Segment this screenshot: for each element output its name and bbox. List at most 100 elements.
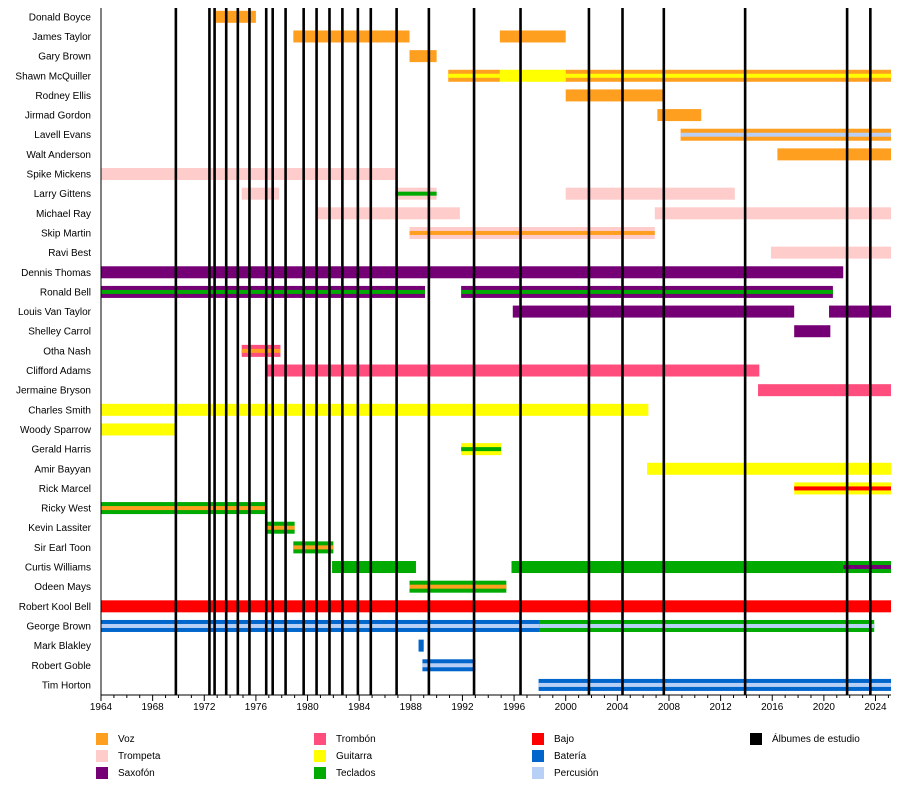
member-bar	[409, 50, 437, 63]
member-bar-inner	[461, 447, 502, 452]
legend-label: Trombón	[336, 733, 376, 745]
member-bar-inner	[422, 663, 476, 668]
member-bar	[101, 266, 844, 279]
member-bar-inner	[680, 132, 891, 137]
member-bar-inner	[101, 623, 540, 628]
x-tick-label: 1968	[142, 702, 165, 713]
member-bar	[657, 109, 702, 122]
member-label: Walt Anderson	[26, 150, 91, 161]
member-label: Jirmad Gordon	[25, 111, 91, 122]
member-bar	[511, 561, 844, 574]
member-bar-inner	[101, 506, 267, 511]
member-label: Rodney Ellis	[35, 91, 91, 102]
member-bar-inner	[461, 289, 833, 294]
legend-item: Batería	[532, 750, 586, 762]
member-label: James Taylor	[32, 32, 91, 43]
member-bar-inner	[794, 486, 891, 491]
member-bar	[794, 325, 831, 338]
member-label: Spike Mickens	[27, 170, 91, 181]
member-label: Clifford Adams	[26, 366, 91, 377]
member-label: Otha Nash	[43, 346, 91, 357]
member-bar	[770, 246, 891, 259]
member-label: Odeen Mays	[34, 582, 91, 593]
member-bar-inner	[409, 230, 655, 235]
x-tick-label: 2008	[658, 702, 681, 713]
member-label: Rick Marcel	[39, 484, 91, 495]
legend-swatch	[96, 767, 108, 779]
legend-swatch	[314, 767, 326, 779]
member-bar	[101, 403, 649, 416]
legend-item: Percusión	[532, 767, 598, 779]
legend-item: Saxofón	[96, 767, 155, 779]
member-label: Louis Van Taylor	[18, 307, 92, 318]
x-tick-label: 2016	[761, 702, 784, 713]
member-label: Gerald Harris	[32, 445, 91, 456]
member-label: Curtis Williams	[25, 563, 91, 574]
member-bar	[317, 207, 460, 220]
member-label: Mark Blakley	[34, 641, 91, 652]
member-bar-inner	[538, 682, 891, 687]
member-bar-inner	[843, 565, 891, 570]
member-bar-inner	[565, 73, 891, 78]
member-label: Gary Brown	[38, 52, 91, 63]
member-bar	[758, 384, 891, 397]
x-tick-label: 1996	[503, 702, 526, 713]
member-label: Sir Earl Toon	[34, 543, 91, 554]
member-bar	[647, 462, 891, 475]
member-label: Larry Gittens	[34, 189, 91, 200]
member-label: Tim Horton	[42, 680, 91, 691]
legend-swatch	[96, 750, 108, 762]
legend-swatch	[96, 733, 108, 745]
legend: Voz Trompeta Saxofón Trombón Guitarra Teclado…	[96, 733, 896, 783]
legend-label: Trompeta	[118, 750, 161, 762]
member-bar-inner	[293, 545, 334, 550]
legend-item: Álbumes de estudio	[750, 733, 860, 745]
legend-swatch	[314, 750, 326, 762]
member-bar-inner	[241, 348, 281, 353]
member-label: Shawn McQuiller	[15, 71, 91, 82]
member-label: Michael Ray	[36, 209, 91, 220]
x-axis: 1964 1968 1972 1976 1980 1984 1988 1992 1996 2000…	[90, 8, 891, 713]
member-bar	[654, 207, 891, 220]
legend-item: Voz	[96, 733, 135, 745]
member-label: Donald Boyce	[29, 12, 92, 23]
member-bar-inner	[101, 289, 426, 294]
member-bar	[418, 639, 424, 652]
member-label: Jermaine Bryson	[16, 386, 91, 397]
legend-item: Trombón	[314, 733, 376, 745]
legend-swatch	[532, 733, 544, 745]
legend-label: Teclados	[336, 767, 376, 779]
legend-swatch	[532, 767, 544, 779]
member-label: Robert Goble	[32, 661, 92, 672]
member-bar-inner	[539, 623, 875, 628]
x-tick-label: 1988	[400, 702, 423, 713]
album-lines	[174, 8, 872, 695]
member-labels: Donald Boyce James Taylor Gary Brown Shawn …	[15, 12, 91, 691]
member-label: Lavell Evans	[34, 130, 91, 141]
legend-label: Guitarra	[336, 750, 373, 762]
member-bar	[829, 305, 891, 318]
legend-item: Trompeta	[96, 750, 160, 762]
x-tick-label: 1984	[348, 702, 371, 713]
member-label: Robert Kool Bell	[19, 602, 91, 613]
member-bar	[267, 364, 760, 377]
legend-label: Álbumes de estudio	[772, 733, 860, 745]
member-label: Ricky West	[41, 504, 91, 515]
legend-swatch	[314, 733, 326, 745]
member-bar	[101, 423, 178, 436]
legend-swatch	[532, 750, 544, 762]
member-label: Charles Smith	[28, 405, 91, 416]
legend-label: Voz	[118, 733, 135, 745]
member-bar	[101, 600, 891, 613]
member-label: Kevin Lassiter	[28, 523, 91, 534]
x-tick-label: 1964	[90, 702, 113, 713]
legend-label: Bajo	[554, 733, 575, 745]
timeline-chart: Donald Boyce James Taylor Gary Brown Shawn …	[15, 8, 891, 713]
legend-item: Teclados	[314, 767, 375, 779]
legend-label: Percusión	[554, 767, 599, 779]
legend-item: Guitarra	[314, 750, 372, 762]
member-label: Ravi Best	[48, 248, 91, 259]
member-bar	[332, 561, 416, 574]
x-tick-label: 1992	[451, 702, 474, 713]
member-bar	[293, 30, 410, 43]
